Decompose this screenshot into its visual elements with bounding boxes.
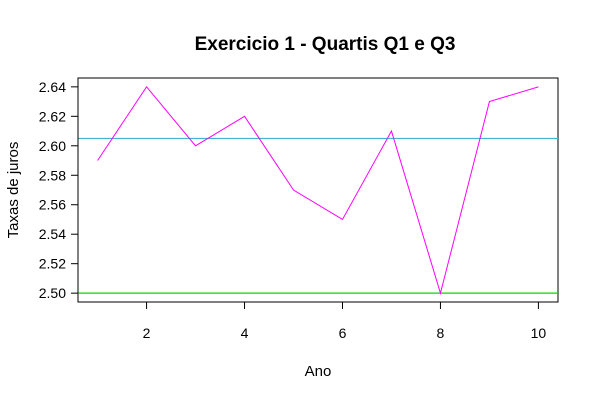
y-tick-label: 2.64 [39, 79, 66, 95]
y-tick-label: 2.62 [39, 108, 66, 124]
x-tick-label: 10 [531, 325, 547, 341]
series-line-1 [97, 86, 539, 296]
reference-lines [78, 137, 558, 294]
y-axis-label: Taxas de juros [5, 142, 22, 239]
y-tick-label: 2.60 [39, 138, 66, 154]
x-axis-label: Ano [305, 363, 332, 380]
series-group [97, 86, 539, 296]
y-tick-label: 2.52 [39, 256, 66, 272]
y-tick-label: 2.54 [39, 226, 66, 242]
y-tick-label: 2.56 [39, 197, 66, 213]
y-tick-label: 2.50 [39, 285, 66, 301]
x-axis: 2 4 6 8 10 [143, 301, 547, 341]
y-tick-label: 2.58 [39, 167, 66, 183]
y-axis: 2.50 2.52 2.54 2.56 2.58 2.60 2.62 2.64 [39, 79, 79, 301]
x-tick-label: 2 [143, 325, 151, 341]
x-tick-label: 8 [437, 325, 445, 341]
chart-title: Exercicio 1 - Quartis Q1 e Q3 [195, 34, 456, 55]
x-tick-label: 4 [241, 325, 249, 341]
plot-frame [77, 77, 559, 303]
x-tick-label: 6 [339, 325, 347, 341]
